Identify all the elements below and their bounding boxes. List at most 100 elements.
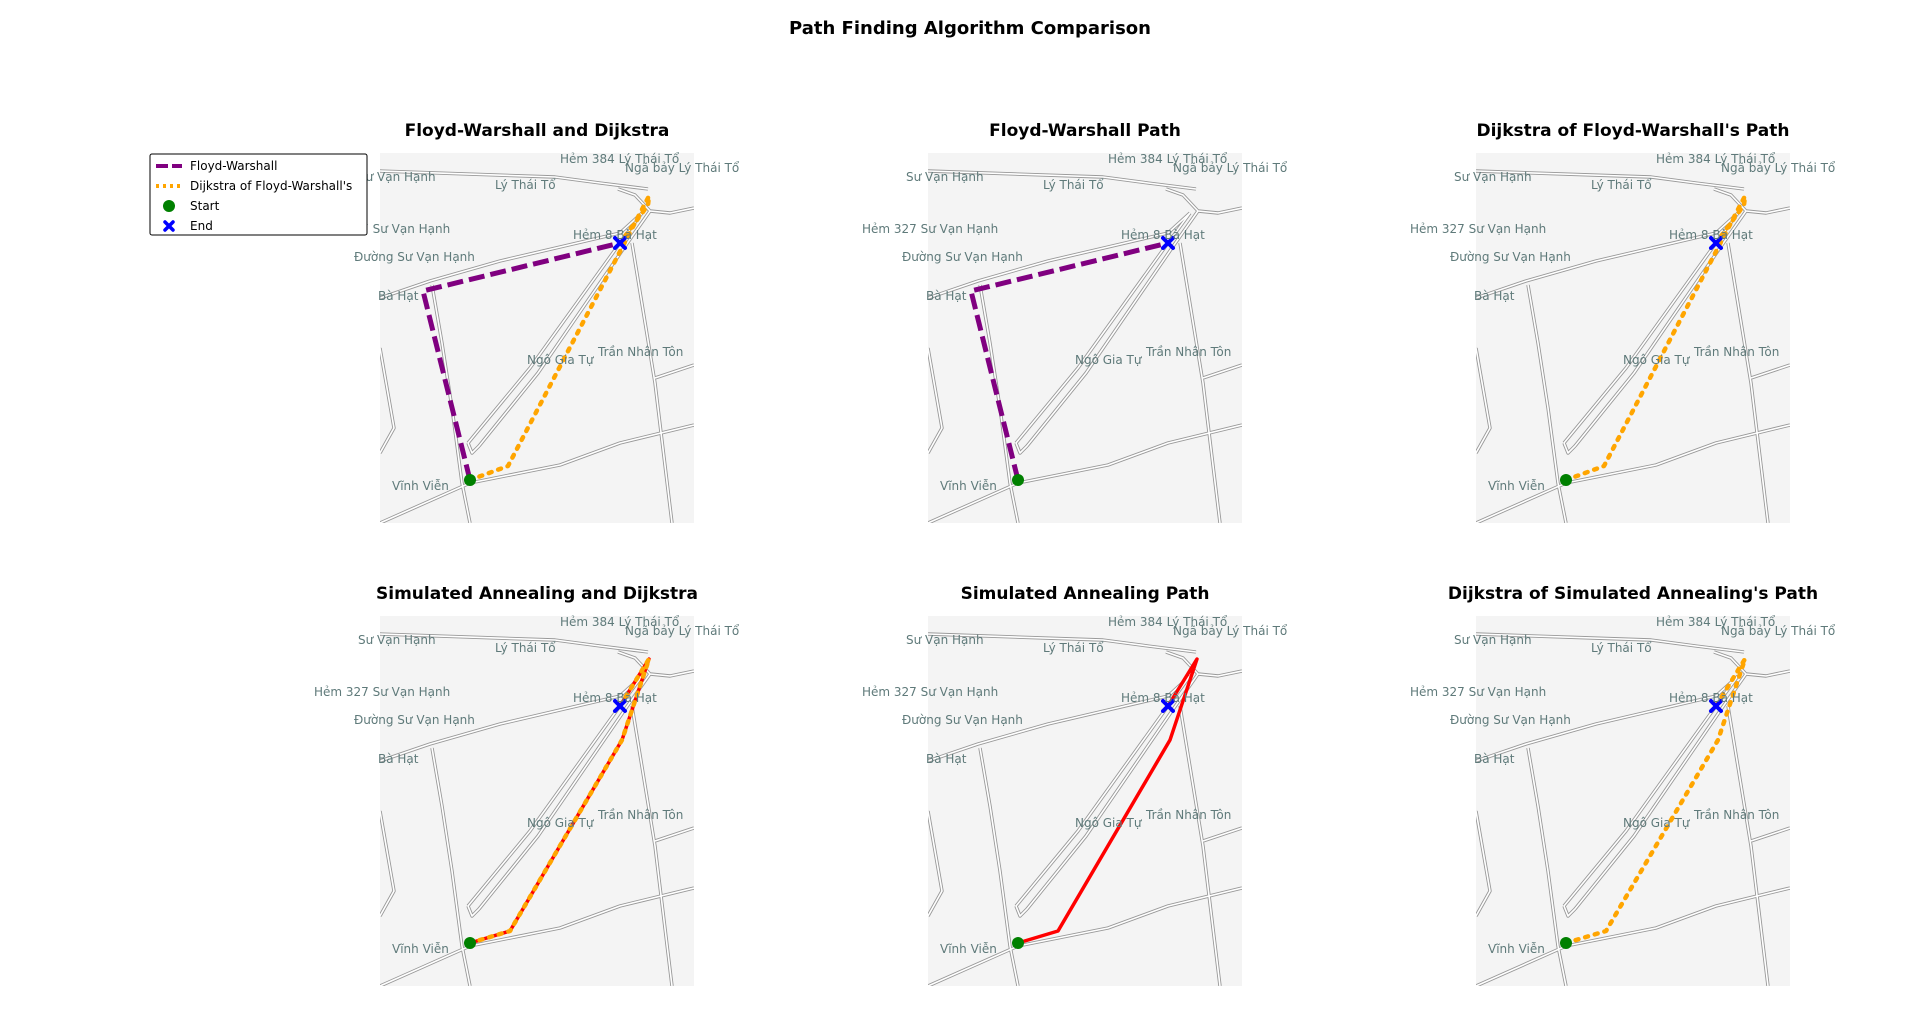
street-label: Ngô Gia Tự	[1623, 353, 1691, 367]
road	[1015, 212, 1191, 444]
street-label: Vĩnh Viễn	[940, 942, 997, 956]
road	[380, 675, 643, 762]
dijkstra-path	[467, 656, 652, 946]
street-label: Bà Hạt	[926, 289, 967, 303]
street-label: Hẻm 384 Lý Thái Tổ	[1108, 152, 1228, 166]
street-label: Hẻm 384 Lý Thái Tổ	[1656, 615, 1776, 629]
street-label: Ngô Gia Tự	[1623, 816, 1691, 830]
road	[654, 827, 694, 842]
road	[1476, 347, 1491, 454]
street-label: Hẻm 8 Bà Hạt	[1669, 691, 1753, 705]
road	[928, 347, 943, 454]
panels: Floyd-Warshall and Dijkstra Hẻm 384 Lý Th…	[314, 121, 1836, 986]
street-label: Trần Nhân Tôn	[1145, 808, 1231, 822]
start-marker	[464, 937, 476, 949]
street-label: Bà Hạt	[378, 752, 419, 766]
end-marker	[613, 699, 627, 713]
street-label: Hẻm 384 Lý Thái Tổ	[1656, 152, 1776, 166]
road	[1476, 424, 1790, 523]
street-label: Hẻm 8 Bà Hạt	[1121, 228, 1205, 242]
map-panel: Dijkstra of Floyd-Warshall's Path Hẻm 384…	[1410, 121, 1836, 523]
panel-title: Simulated Annealing Path	[961, 584, 1210, 604]
panel-title: Floyd-Warshall Path	[989, 121, 1181, 141]
panel-title: Dijkstra of Simulated Annealing's Path	[1448, 584, 1818, 604]
road	[431, 747, 471, 986]
road	[380, 424, 694, 523]
street-label: Hẻm 327 Sư Vạn Hạnh	[862, 685, 998, 699]
road	[478, 210, 651, 447]
street-label: Hẻm 8 Bà Hạt	[573, 691, 657, 705]
legend-item: Floyd-Warshall	[156, 159, 277, 173]
panel-title: Dijkstra of Floyd-Warshall's Path	[1476, 121, 1789, 141]
road	[380, 887, 694, 986]
map-panel: Simulated Annealing and Dijkstra Hẻm 384 …	[314, 584, 740, 986]
street-label: Hẻm 8 Bà Hạt	[1121, 691, 1205, 705]
map-panel: Floyd-Warshall Path Hẻm 384 Lý Thái TổNgã…	[862, 121, 1288, 523]
street-label: Sư Vạn Hạnh	[358, 633, 436, 647]
street-label: Vĩnh Viễn	[1488, 942, 1545, 956]
street-label: Ngã bảy Lý Thái Tổ	[1173, 624, 1288, 638]
street-label: Vĩnh Viễn	[940, 479, 997, 493]
street-label: Ngô Gia Tự	[1075, 353, 1143, 367]
road	[1476, 633, 1745, 653]
street-label: Vĩnh Viễn	[392, 479, 449, 493]
street-label: Ngã bảy Lý Thái Tổ	[625, 624, 740, 638]
street-label: Bà Hạt	[926, 752, 967, 766]
dijkstra-path	[1563, 656, 1748, 946]
street-label: Lý Thái Tổ	[495, 641, 556, 655]
figure-title: Path Finding Algorithm Comparison	[789, 18, 1151, 39]
end-marker	[1709, 699, 1723, 713]
start-marker	[1012, 937, 1024, 949]
dijkstra-path	[467, 193, 652, 483]
panel-title: Floyd-Warshall and Dijkstra	[405, 121, 670, 141]
legend-label: End	[190, 219, 213, 233]
road	[1179, 242, 1221, 523]
legend-box	[149, 153, 368, 236]
street-label: Ngã bảy Lý Thái Tổ	[1721, 161, 1836, 175]
road	[979, 747, 1019, 986]
map-panel: Dijkstra of Simulated Annealing's Path Hẻ…	[1410, 584, 1836, 986]
simulated-annealing-path	[1017, 657, 1199, 945]
street-label: Trần Nhân Tôn	[597, 808, 683, 822]
road	[1476, 675, 1739, 762]
street-label: Trần Nhân Tôn	[1693, 808, 1779, 822]
road	[928, 212, 1191, 299]
legend-item: End	[163, 219, 213, 233]
street-label: Trần Nhân Tôn	[1693, 345, 1779, 359]
street-label: Sư Vạn Hạnh	[1454, 170, 1532, 184]
end-marker	[1161, 699, 1175, 713]
dijkstra-path	[1563, 193, 1748, 483]
road	[380, 810, 395, 917]
street-label: Vĩnh Viễn	[1488, 479, 1545, 493]
road	[654, 364, 694, 379]
road	[1563, 442, 1576, 454]
road	[1026, 210, 1199, 447]
street-label: Sư Vạn Hạnh	[358, 170, 436, 184]
road	[1750, 364, 1790, 379]
street-label: Ngô Gia Tự	[527, 353, 595, 367]
street-label: Vĩnh Viễn	[392, 942, 449, 956]
map-panel: Floyd-Warshall and Dijkstra Hẻm 384 Lý Th…	[314, 121, 740, 523]
street-label: Ngô Gia Tự	[527, 816, 595, 830]
map-content	[1476, 169, 1790, 523]
street-label: Hẻm 327 Sư Vạn Hạnh	[314, 685, 450, 699]
road	[1574, 210, 1747, 447]
legend-circle-marker	[163, 200, 175, 212]
street-label: Hẻm 384 Lý Thái Tổ	[560, 152, 680, 166]
street-label: Hẻm 327 Sư Vạn Hạnh	[1410, 685, 1546, 699]
street-label: Sư Vạn Hạnh	[1454, 633, 1532, 647]
panel-title: Simulated Annealing and Dijkstra	[376, 584, 698, 604]
street-label: Hẻm 8 Bà Hạt	[1669, 228, 1753, 242]
legend-label: Floyd-Warshall	[190, 159, 277, 173]
road	[1202, 364, 1242, 379]
road	[928, 424, 1242, 523]
start-marker	[1012, 474, 1024, 486]
map-content	[928, 169, 1242, 523]
street-label: Đường Sư Vạn Hạnh	[354, 713, 475, 727]
street-label: Đường Sư Vạn Hạnh	[902, 713, 1023, 727]
map-content	[380, 169, 694, 523]
street-label: Hẻm 384 Lý Thái Tổ	[1108, 615, 1228, 629]
road	[631, 242, 673, 523]
map-content	[380, 632, 694, 986]
